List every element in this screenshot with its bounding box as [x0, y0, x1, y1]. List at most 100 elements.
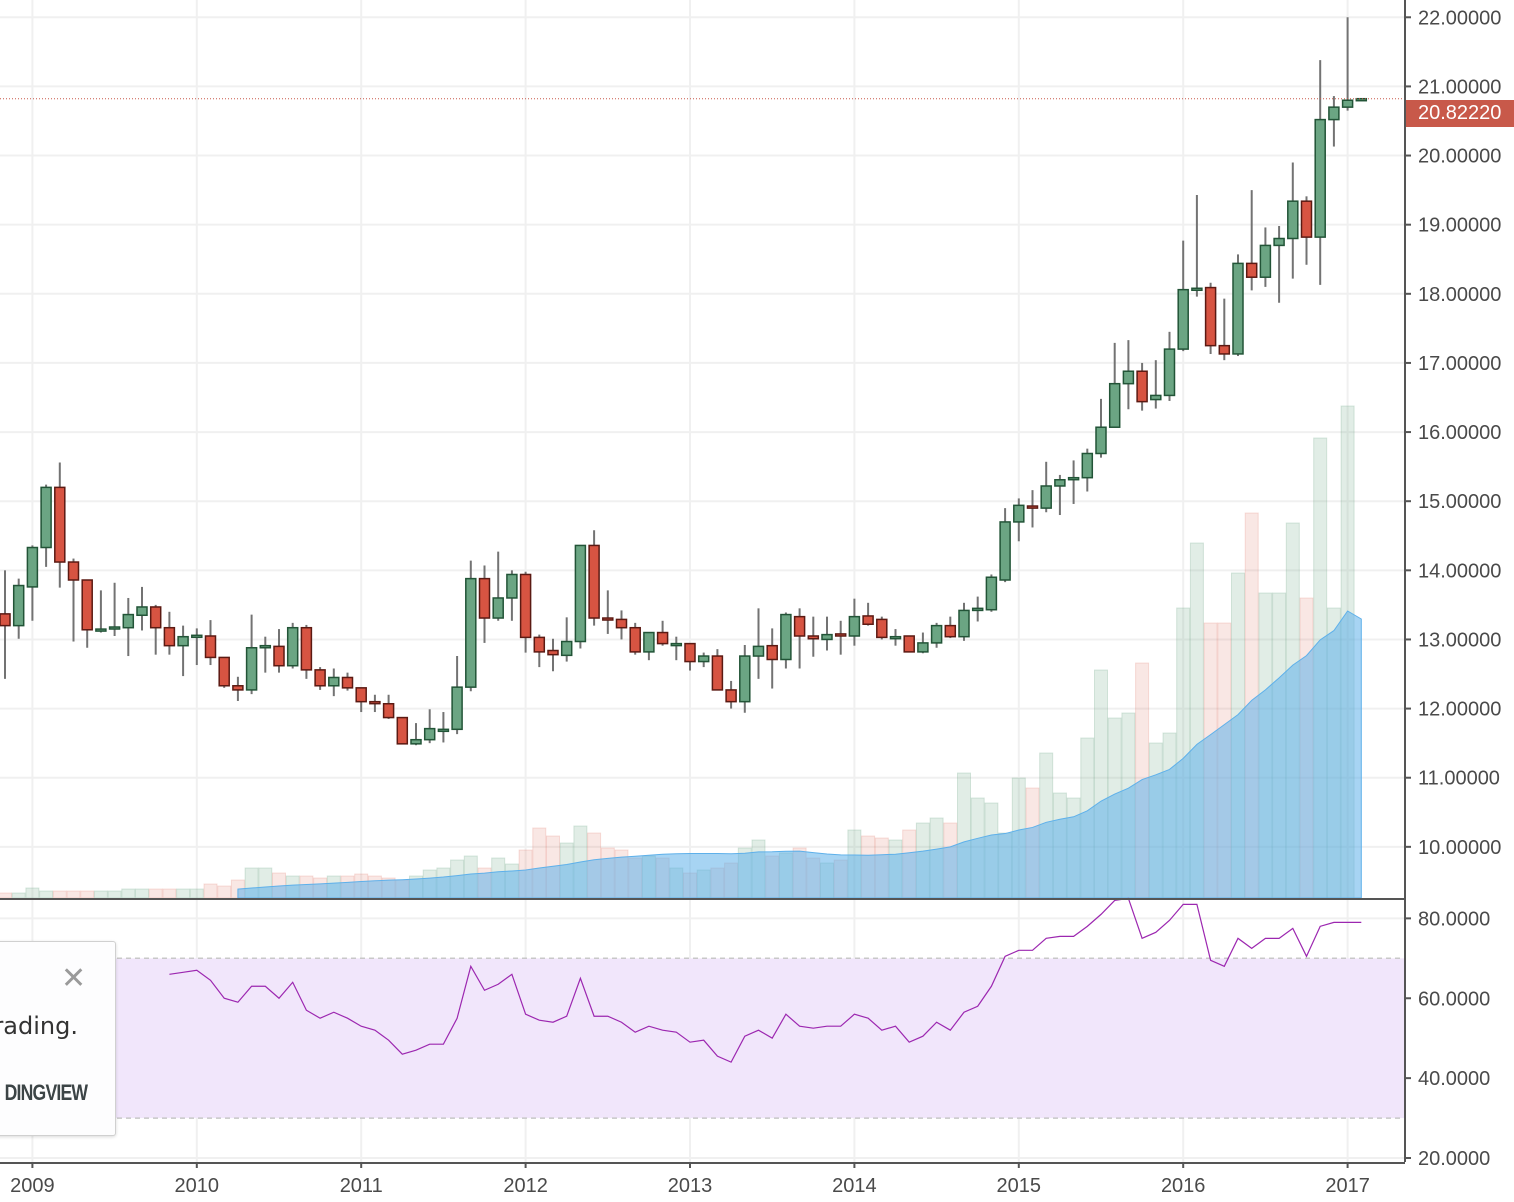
candle — [369, 694, 381, 713]
candle — [1122, 340, 1135, 410]
candle-body — [971, 607, 984, 612]
candle — [1108, 342, 1121, 428]
candle — [423, 709, 436, 744]
volume-bar — [176, 888, 191, 899]
candle — [1040, 461, 1052, 513]
candle-body — [1341, 99, 1354, 108]
candle-body — [300, 626, 313, 671]
candle — [533, 634, 546, 668]
candle — [629, 622, 641, 655]
price-tick-label: 20.00000 — [1418, 146, 1501, 168]
candle — [81, 579, 93, 648]
candle-body — [465, 577, 477, 688]
candle — [122, 597, 135, 657]
volume-bar — [0, 892, 12, 899]
candle-body — [136, 606, 148, 617]
notification-popup: ✕ rading. DINGVIEW — [0, 941, 116, 1136]
candle-body — [67, 561, 80, 581]
candle — [355, 687, 367, 713]
candle — [602, 590, 614, 634]
candle — [1054, 474, 1066, 516]
candle-body — [273, 645, 285, 667]
candle-body — [355, 687, 367, 703]
candle-body — [1259, 244, 1272, 278]
candle — [177, 625, 189, 677]
candle — [766, 628, 778, 689]
candle — [930, 622, 943, 648]
candle-body — [1081, 452, 1094, 479]
candle-body — [1163, 348, 1176, 397]
candle-body — [889, 635, 902, 640]
volume-bar — [80, 890, 95, 899]
candle-body — [1328, 106, 1340, 121]
candle — [971, 596, 984, 622]
candle — [807, 616, 820, 657]
candle — [1314, 60, 1326, 285]
candle-body — [341, 676, 354, 689]
candle — [684, 642, 696, 671]
candle — [95, 590, 107, 633]
candle — [328, 668, 340, 697]
time-tick-label: 2013 — [668, 1175, 713, 1197]
candle — [67, 558, 80, 642]
candle-body — [26, 546, 39, 588]
candle — [697, 652, 710, 668]
candle — [12, 578, 25, 639]
time-tick-label: 2010 — [175, 1175, 220, 1197]
candle-body — [259, 644, 272, 649]
volume-ma-area — [237, 610, 1362, 899]
candle — [1081, 448, 1094, 492]
candle — [0, 570, 11, 679]
candle-body — [12, 584, 25, 627]
price-tick-label: 21.00000 — [1418, 76, 1501, 98]
candle — [1328, 96, 1340, 147]
candle — [1232, 254, 1244, 357]
candle-body — [410, 738, 422, 745]
candle — [1177, 240, 1189, 352]
rsi-band — [0, 958, 1405, 1119]
time-tick-label: 2012 — [503, 1175, 548, 1197]
candle — [1245, 190, 1258, 291]
candle — [793, 608, 806, 669]
candle — [834, 620, 847, 655]
volume-bar — [25, 887, 40, 899]
candle — [382, 694, 395, 719]
volume-bar — [39, 890, 54, 899]
candle-body — [286, 626, 299, 667]
close-icon[interactable]: ✕ — [61, 962, 87, 995]
candle-body — [108, 626, 121, 630]
candle — [54, 462, 66, 588]
candle-body — [725, 689, 737, 703]
candle-body — [862, 615, 874, 625]
candle-body — [670, 642, 683, 647]
candle — [780, 612, 792, 669]
candle-body — [369, 700, 381, 705]
candle — [547, 638, 559, 672]
candle-body — [245, 646, 258, 691]
candle-body — [451, 686, 463, 731]
candle-body — [1177, 288, 1189, 350]
candle — [410, 723, 422, 746]
candle — [985, 574, 998, 612]
candle-body — [1108, 382, 1121, 428]
candle — [478, 565, 491, 643]
candle-body — [711, 655, 724, 691]
candle — [273, 629, 285, 673]
candle — [1259, 227, 1272, 287]
candle-body — [1218, 344, 1231, 355]
candle-body — [1067, 476, 1080, 481]
candle-body — [834, 633, 847, 637]
candle-body — [40, 486, 52, 549]
candle-body — [1136, 370, 1148, 403]
candle — [300, 624, 313, 679]
candle-body — [656, 631, 669, 645]
candle — [1136, 362, 1148, 411]
candle — [1204, 282, 1217, 354]
candle — [821, 616, 833, 651]
volume-bar — [107, 890, 122, 899]
candle — [889, 629, 902, 646]
candle — [1095, 398, 1107, 458]
candle-body — [1355, 97, 1368, 102]
candle-body — [1300, 200, 1313, 238]
